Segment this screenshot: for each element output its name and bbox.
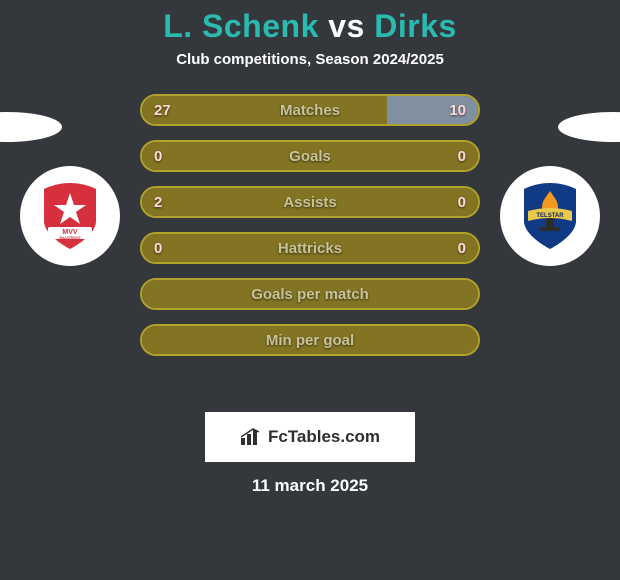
subtitle: Club competitions, Season 2024/2025: [0, 51, 620, 68]
team2-logo-icon: TELSTAR: [520, 181, 580, 251]
stat-value-left: 0: [154, 142, 162, 170]
svg-text:MAASTRICHT: MAASTRICHT: [59, 236, 80, 240]
stat-value-right: 10: [449, 96, 466, 124]
team2-logo-circle: TELSTAR: [500, 166, 600, 266]
stat-bar: Matches27 10: [140, 94, 480, 126]
player1-ellipse: [0, 112, 62, 142]
player2-ellipse: [558, 112, 620, 142]
stat-bar: Goals0 0: [140, 140, 480, 172]
stat-label: Goals per match: [142, 280, 478, 308]
player2-name: Dirks: [374, 8, 457, 44]
stat-value-right: 0: [458, 188, 466, 216]
svg-text:TELSTAR: TELSTAR: [536, 213, 564, 219]
team1-logo-icon: MVV MAASTRICHT: [40, 181, 100, 251]
date: 11 march 2025: [0, 476, 620, 496]
title: L. Schenk vs Dirks: [0, 8, 620, 45]
stat-value-left: 0: [154, 234, 162, 262]
stat-label: Goals: [142, 142, 478, 170]
watermark: FcTables.com: [205, 412, 415, 462]
player1-name: L. Schenk: [163, 8, 319, 44]
vs-text: vs: [328, 8, 365, 44]
stat-value-left: 27: [154, 96, 171, 124]
stat-label: Assists: [142, 188, 478, 216]
stat-label: Hattricks: [142, 234, 478, 262]
stat-label: Matches: [142, 96, 478, 124]
stat-bars: Matches2710Goals00Assists20Hattricks00Go…: [140, 94, 480, 370]
svg-text:MVV: MVV: [62, 229, 78, 236]
stat-bar: Assists2 0: [140, 186, 480, 218]
stat-value-left: 2: [154, 188, 162, 216]
stat-value-right: 0: [458, 234, 466, 262]
chart-icon: [240, 428, 262, 446]
comparison-infographic: L. Schenk vs Dirks Club competitions, Se…: [0, 0, 620, 580]
team1-logo-circle: MVV MAASTRICHT: [20, 166, 120, 266]
stats-area: MVV MAASTRICHT TELSTAR Matches2710Goals0…: [0, 94, 620, 404]
stat-bar: Goals per match: [140, 278, 480, 310]
watermark-text: FcTables.com: [268, 427, 380, 447]
stat-value-right: 0: [458, 142, 466, 170]
stat-bar: Hattricks0 0: [140, 232, 480, 264]
stat-label: Min per goal: [142, 326, 478, 354]
stat-bar: Min per goal: [140, 324, 480, 356]
